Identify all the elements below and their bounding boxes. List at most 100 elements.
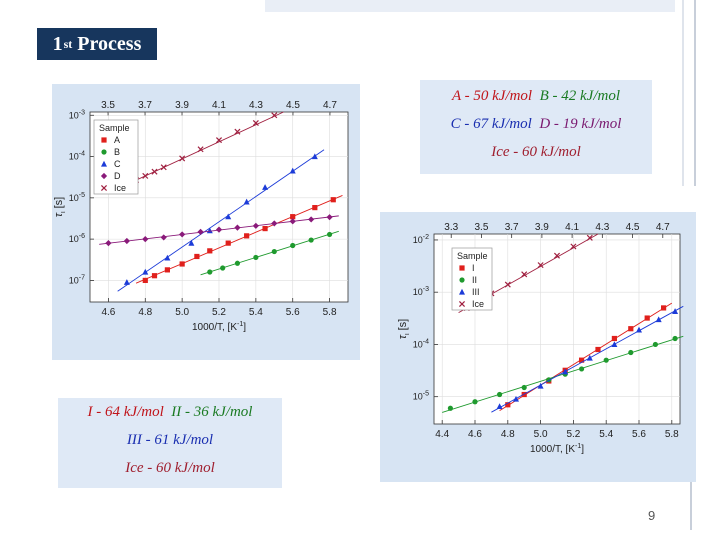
chart-1-point-a: [225, 240, 231, 246]
chart-1-top-tick-label: 3.7: [138, 100, 152, 111]
chart-2-legend-title: Sample: [457, 251, 488, 261]
chart-1-point-c: [164, 254, 171, 261]
energy-row-3: Ice - 60 kJ/mol: [420, 138, 652, 166]
chart-2-legend-marker-i: [459, 265, 465, 271]
chart-1-x-tick-label: 4.8: [138, 307, 152, 318]
chart-1-x-tick-label: 5.0: [175, 307, 189, 318]
energy-ice-bottom: Ice - 60 kJ/mol: [125, 460, 215, 476]
chart-2-top-tick-label: 3.9: [535, 222, 549, 233]
chart-2-point-i: [661, 305, 667, 311]
energy-b: B - 42 kJ/mol: [539, 88, 620, 104]
chart-1-point-a: [207, 248, 213, 254]
chart-1-x-tick-label: 5.6: [286, 307, 300, 318]
chart-1-point-b: [290, 242, 296, 249]
chart-1-top-tick-label: 4.3: [249, 100, 263, 111]
energy-ice-top: Ice - 60 kJ/mol: [491, 144, 581, 160]
energy-c: C - 67 kJ/mol: [450, 116, 532, 132]
chart-2-x-tick-label: 4.6: [468, 429, 482, 440]
chart-1-point-a: [179, 261, 185, 267]
energy-d: D - 19 kJ/mol: [539, 116, 622, 132]
chart-1-x-tick-label: 5.8: [323, 307, 337, 318]
chart-1-legend-marker-a: [101, 137, 107, 143]
chart-1-y-tick-label: 10-4: [69, 151, 85, 162]
chart-1-y-tick-label: 10-7: [69, 274, 85, 285]
chart-2-legend: [451, 247, 493, 311]
chart-1-point-d: [197, 228, 204, 235]
chart-2-point-i: [505, 402, 511, 408]
chart-2-point-ii: [603, 357, 609, 363]
chart-1-point-b: [207, 269, 213, 275]
chart-1-point-ice: [215, 137, 223, 144]
energy-row-6: Ice - 60 kJ/mol: [58, 454, 282, 482]
chart-1-point-c: [206, 227, 213, 234]
chart-1-point-d: [160, 234, 167, 241]
chart-2-legend-marker-ice: [458, 300, 466, 308]
chart-1-y-axis-label: τι [s]: [53, 197, 67, 217]
chart-2-point-ii: [472, 399, 478, 405]
energy-row-2: C - 67 kJ/mol D - 19 kJ/mol: [420, 110, 652, 138]
chart-1-legend-marker-ice: [100, 184, 108, 192]
chart-1-point-d: [105, 240, 112, 247]
chart-1-top-tick-label: 4.7: [323, 100, 337, 111]
chart-1-x-tick-label: 5.2: [212, 307, 226, 318]
chart-2-x-tick-label: 4.8: [501, 429, 515, 440]
chart-1-point-b: [326, 231, 333, 238]
chart-2-top-tick-label: 4.5: [626, 222, 640, 233]
chart-1-legend-marker-d: [100, 172, 108, 180]
chart-1-point-d: [326, 214, 333, 221]
chart-2-point-i: [579, 357, 585, 363]
chart-1-legend-label-a: A: [114, 135, 120, 145]
chart-1-point-d: [142, 236, 149, 243]
chart-1-point-c: [142, 268, 149, 275]
chart-2-panel: 4.4 4.6 4.8 5.0 5.2 5.4 5.6 5.8 3.3 3.5 3.7 3.9 4.1 4…: [380, 212, 696, 482]
chart-1-top-tick-label: 3.5: [101, 100, 115, 111]
chart-2-point-i: [644, 315, 650, 321]
chart-2: 4.4 4.6 4.8 5.0 5.2 5.4 5.6 5.8 3.3 3.5 3.7 3.9 4.1 4…: [397, 222, 684, 455]
chart-2-top-tick-label: 3.3: [444, 222, 458, 233]
chart-1-legend-label-b: B: [114, 147, 120, 157]
chart-2-point-iii: [636, 326, 642, 333]
chart-2-point-ice: [553, 252, 561, 259]
chart-1-point-b: [271, 248, 277, 255]
chart-2-point-iii: [655, 316, 662, 323]
chart-1-point-a: [312, 205, 318, 211]
chart-2-x-tick-label: 5.0: [534, 429, 548, 440]
chart-1-legend-label-ice: Ice: [114, 183, 126, 193]
chart-1-point-ice: [271, 112, 278, 119]
chart-1-y-tick-label: 10-3: [69, 109, 85, 120]
chart-2-point-iii: [611, 341, 618, 348]
chart-2-point-ii: [447, 405, 453, 411]
chart-2-x-tick-label: 5.8: [665, 429, 679, 440]
chart-1-point-a: [262, 225, 268, 232]
chart-1-point-a: [164, 267, 170, 273]
chart-1-panel: 4.6 4.8 5.0 5.2 5.4 5.6 5.8 3.5 3.7 3.9 4.1 4.3 4.5 4…: [52, 84, 360, 360]
energy-card-top: A - 50 kJ/mol B - 42 kJ/mol C - 67 kJ/mo…: [420, 80, 652, 174]
chart-1-point-a: [142, 277, 148, 284]
chart-2-fit-line-i: [499, 302, 673, 412]
title-superscript: st: [63, 36, 73, 51]
chart-2-point-ice: [537, 262, 544, 269]
chart-1-point-c: [123, 279, 130, 285]
chart-2-top-tick-label: 4.1: [565, 222, 579, 233]
chart-2-x-axis-label: 1000/T, [K-1]: [530, 443, 584, 455]
energy-row-5: III - 61 kJ/mol: [58, 426, 282, 454]
energy-row-4: I - 64 kJ/mol II - 36 kJ/mol: [58, 398, 282, 426]
chart-2-y-tick-label: 10-2: [413, 234, 429, 245]
chart-1-x-tick-label: 5.4: [249, 307, 263, 318]
chart-2-top-tick-label: 4.7: [656, 222, 670, 233]
chart-2-x-tick-label: 5.4: [599, 429, 613, 440]
chart-2-point-iii: [562, 368, 569, 375]
chart-1-fit-line-c: [117, 149, 325, 292]
chart-1-point-b: [234, 260, 241, 266]
chart-1-point-d: [234, 224, 241, 231]
chart-2-x-tick-label: 5.2: [566, 429, 580, 440]
energy-ii: II - 36 kJ/mol: [171, 404, 253, 420]
chart-1-point-c: [188, 239, 195, 246]
chart-1-point-ice: [142, 172, 149, 179]
chart-1-top-tick-label: 4.1: [212, 100, 226, 111]
chart-1-point-c: [289, 167, 296, 174]
chart-2-point-ii: [652, 341, 658, 348]
chart-1-point-c: [311, 153, 318, 160]
chart-1-point-ice: [252, 119, 259, 127]
chart-2-point-iii: [513, 395, 519, 402]
